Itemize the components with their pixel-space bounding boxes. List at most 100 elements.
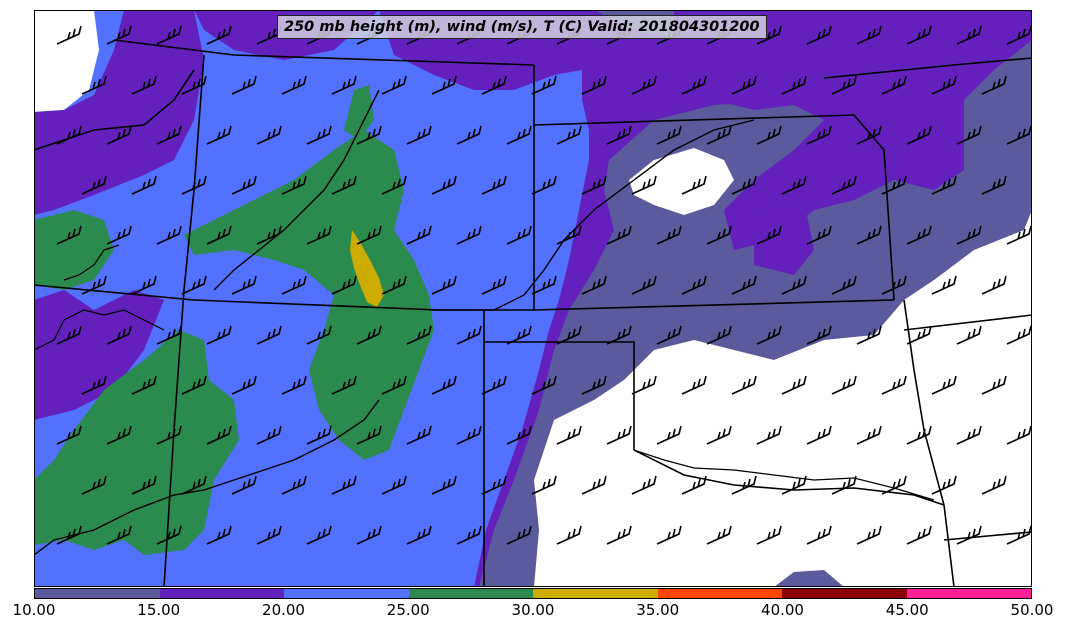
- wind-barb: [681, 275, 707, 295]
- wind-barb: [281, 275, 307, 295]
- wind-barb: [681, 375, 707, 395]
- wind-barb: [506, 125, 532, 145]
- wind-barb: [856, 25, 882, 45]
- wind-barb: [181, 175, 207, 195]
- state-line-ia: [823, 57, 1032, 79]
- wind-barb: [831, 375, 857, 395]
- wind-barb: [831, 75, 857, 95]
- wind-barb: [456, 125, 482, 145]
- wind-barb: [531, 275, 557, 295]
- map-title: 250 mb height (m), wind (m/s), T (C) Val…: [277, 15, 767, 39]
- wind-barb: [481, 275, 507, 295]
- wind-barb: [531, 375, 557, 395]
- state-line-mo: [533, 114, 895, 301]
- wind-barb: [731, 175, 757, 195]
- speed-band-25-30-west: [34, 210, 114, 290]
- wind-barb: [306, 425, 332, 445]
- colorbar-tick-label: 30.00: [511, 601, 555, 619]
- wind-barb: [656, 325, 682, 345]
- wind-barb: [356, 525, 382, 545]
- wind-barb: [931, 375, 957, 395]
- wind-barb: [956, 425, 982, 445]
- colorbar-tick-label: 35.00: [636, 601, 680, 619]
- wind-barb: [556, 425, 582, 445]
- wind-barb: [81, 75, 107, 95]
- wind-barb: [556, 225, 582, 245]
- wind-barb: [531, 175, 557, 195]
- wind-speed-fill: [34, 10, 1032, 587]
- wind-barb: [906, 125, 932, 145]
- wind-barb: [256, 225, 282, 245]
- wind-barb: [706, 325, 732, 345]
- state-line-wy-east: [163, 54, 205, 587]
- wind-barb: [206, 25, 232, 45]
- wind-barb: [806, 225, 832, 245]
- wind-barb: [881, 275, 907, 295]
- wind-barb: [156, 325, 182, 345]
- wind-barb: [256, 425, 282, 445]
- wind-barb: [1006, 525, 1032, 545]
- speed-band-below-10-se: [534, 210, 1032, 587]
- colorbar-tick-label: 25.00: [386, 601, 430, 619]
- wind-barb: [81, 275, 107, 295]
- wind-barb: [731, 375, 757, 395]
- wind-barb: [306, 525, 332, 545]
- wind-barb: [756, 325, 782, 345]
- state-line-ok-tx: [633, 449, 945, 506]
- river-arkansas: [34, 399, 380, 556]
- wind-barb: [781, 275, 807, 295]
- wind-barb: [481, 475, 507, 495]
- wind-barb: [331, 75, 357, 95]
- river-sw: [34, 309, 165, 351]
- wind-barb: [606, 125, 632, 145]
- wind-barb: [256, 125, 282, 145]
- wind-barb: [856, 525, 882, 545]
- wind-barb: [156, 25, 182, 45]
- wind-barb: [906, 225, 932, 245]
- wind-barb: [1006, 25, 1032, 45]
- wind-barb: [481, 175, 507, 195]
- wind-barb: [181, 375, 207, 395]
- wind-barb: [681, 175, 707, 195]
- wind-barb: [506, 325, 532, 345]
- wind-barb: [481, 375, 507, 395]
- wind-barb: [231, 275, 257, 295]
- wind-barb: [281, 75, 307, 95]
- wind-barb: [656, 425, 682, 445]
- wind-barb: [756, 425, 782, 445]
- wind-barb: [281, 175, 307, 195]
- wind-barb: [306, 225, 332, 245]
- speed-band-15-20-blob: [754, 200, 814, 275]
- wind-barb: [731, 475, 757, 495]
- wind-barb: [131, 475, 157, 495]
- wind-barb: [531, 75, 557, 95]
- wind-barb: [406, 425, 432, 445]
- wind-barb: [106, 325, 132, 345]
- wind-barb: [106, 25, 132, 45]
- wind-barb: [356, 125, 382, 145]
- wind-barb: [856, 325, 882, 345]
- wind-barb: [556, 525, 582, 545]
- wind-barb: [381, 375, 407, 395]
- colorbar-segment: [906, 589, 1031, 598]
- wind-barb: [231, 475, 257, 495]
- wind-barb: [656, 525, 682, 545]
- wind-barb: [806, 425, 832, 445]
- wind-barb: [481, 75, 507, 95]
- wind-barb: [281, 375, 307, 395]
- wind-barb: [606, 425, 632, 445]
- wind-barb: [906, 25, 932, 45]
- wind-barb: [181, 475, 207, 495]
- river-red: [633, 449, 935, 501]
- wind-barb: [831, 175, 857, 195]
- wind-barb: [406, 225, 432, 245]
- wind-barb: [831, 275, 857, 295]
- wind-barb: [781, 175, 807, 195]
- speed-band-25-30-central: [184, 130, 434, 460]
- wind-barb: [356, 225, 382, 245]
- wind-barb: [381, 75, 407, 95]
- wind-barb: [106, 125, 132, 145]
- wind-barb: [281, 475, 307, 495]
- wind-barb: [131, 75, 157, 95]
- wind-barb: [581, 375, 607, 395]
